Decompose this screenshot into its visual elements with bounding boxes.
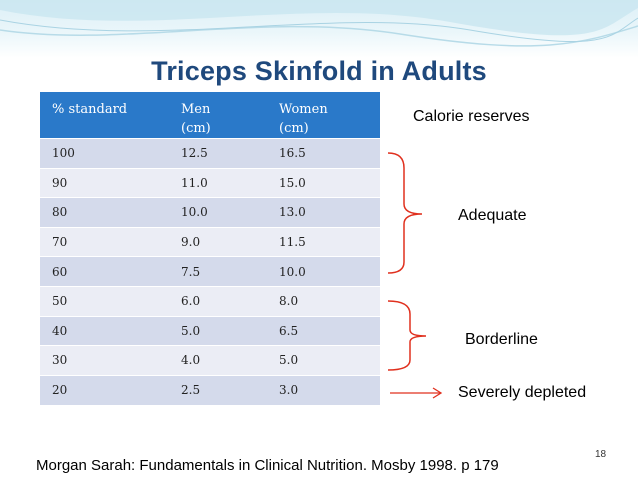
header-men: Men (cm) <box>169 92 267 139</box>
borderline-bracket <box>387 300 427 371</box>
cell-percent: 30 <box>40 345 169 376</box>
cell-women: 13.0 <box>267 197 380 228</box>
header-line: Women <box>279 102 328 117</box>
skinfold-table: % standard Men (cm) Women (cm) 100 12.5 … <box>40 92 380 405</box>
adequate-label: Adequate <box>458 207 527 224</box>
cell-women: 16.5 <box>267 138 380 169</box>
table-row: 100 12.5 16.5 <box>40 138 380 169</box>
cell-percent: 70 <box>40 226 169 257</box>
decorative-wave <box>0 0 638 47</box>
cell-women: 15.0 <box>267 167 380 198</box>
table-row: 70 9.0 11.5 <box>40 226 380 257</box>
slide-title: Triceps Skinfold in Adults <box>151 56 487 86</box>
cell-men: 11.0 <box>169 167 267 198</box>
cell-percent: 90 <box>40 167 169 198</box>
cell-women: 10.0 <box>267 256 380 287</box>
cell-percent: 40 <box>40 315 169 346</box>
cell-women: 5.0 <box>267 345 380 376</box>
cell-percent: 20 <box>40 374 169 405</box>
header-line: % standard <box>52 102 128 117</box>
header-band <box>0 0 638 58</box>
cell-men: 4.0 <box>169 345 267 376</box>
table-header-row: % standard Men (cm) Women (cm) <box>40 92 380 139</box>
calorie-reserves-label: Calorie reserves <box>413 108 530 125</box>
cell-women: 11.5 <box>267 226 380 257</box>
table-row: 60 7.5 10.0 <box>40 256 380 287</box>
table-row: 80 10.0 13.0 <box>40 197 380 228</box>
header-unit: (cm) <box>181 121 211 136</box>
cell-women: 3.0 <box>267 374 380 405</box>
cell-percent: 50 <box>40 285 169 317</box>
table-row: 50 6.0 8.0 <box>40 285 380 317</box>
table-row: 90 11.0 15.0 <box>40 167 380 198</box>
cell-women: 6.5 <box>267 315 380 346</box>
cell-men: 10.0 <box>169 197 267 228</box>
table-row: 30 4.0 5.0 <box>40 345 380 376</box>
cell-men: 7.5 <box>169 256 267 287</box>
adequate-bracket <box>387 152 423 274</box>
severely-depleted-label: Severely depleted <box>458 384 587 401</box>
cell-women: 8.0 <box>267 285 380 317</box>
depleted-arrow-head <box>432 387 443 399</box>
header-women: Women (cm) <box>267 92 380 139</box>
page-number: 18 <box>595 449 607 460</box>
header-percent-standard: % standard <box>40 92 169 139</box>
header-line: Men <box>181 102 211 117</box>
cell-men: 5.0 <box>169 315 267 346</box>
cell-percent: 100 <box>40 138 169 169</box>
table-row: 40 5.0 6.5 <box>40 315 380 346</box>
borderline-label: Borderline <box>465 331 538 348</box>
cell-men: 2.5 <box>169 374 267 405</box>
header-unit: (cm) <box>279 121 309 136</box>
cell-men: 6.0 <box>169 285 267 317</box>
table-row: 20 2.5 3.0 <box>40 374 380 405</box>
cell-percent: 80 <box>40 197 169 228</box>
citation-footer: Morgan Sarah: Fundamentals in Clinical N… <box>36 457 499 474</box>
cell-men: 9.0 <box>169 226 267 257</box>
cell-men: 12.5 <box>169 138 267 169</box>
cell-percent: 60 <box>40 256 169 287</box>
